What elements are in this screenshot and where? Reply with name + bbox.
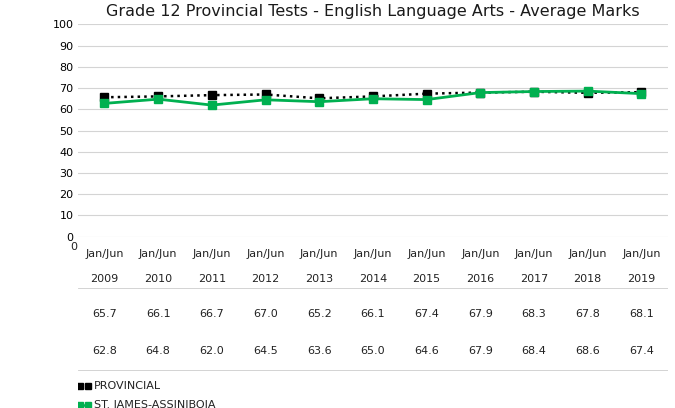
Text: 65.7: 65.7 (92, 309, 117, 319)
Text: Jan/Jun: Jan/Jun (139, 248, 178, 259)
Title: Grade 12 Provincial Tests - English Language Arts - Average Marks: Grade 12 Provincial Tests - English Lang… (106, 4, 640, 19)
Text: 68.6: 68.6 (575, 346, 600, 357)
Text: 67.4: 67.4 (629, 346, 654, 357)
Text: 65.2: 65.2 (307, 309, 331, 319)
Text: Jan/Jun: Jan/Jun (461, 248, 500, 259)
Text: Jan/Jun: Jan/Jun (354, 248, 392, 259)
Text: 68.1: 68.1 (629, 309, 654, 319)
Text: Jan/Jun: Jan/Jun (622, 248, 661, 259)
Text: Jan/Jun: Jan/Jun (568, 248, 607, 259)
Text: 0: 0 (71, 242, 78, 252)
Text: Jan/Jun: Jan/Jun (85, 248, 124, 259)
Text: 63.6: 63.6 (307, 346, 331, 357)
Text: 65.0: 65.0 (360, 346, 385, 357)
Text: 2011: 2011 (198, 274, 226, 284)
Text: 67.9: 67.9 (468, 309, 493, 319)
Text: Jan/Jun: Jan/Jun (246, 248, 285, 259)
Text: 2009: 2009 (90, 274, 119, 284)
Text: 68.4: 68.4 (522, 346, 547, 357)
Text: 67.4: 67.4 (414, 309, 439, 319)
Text: 64.8: 64.8 (146, 346, 171, 357)
Text: 2018: 2018 (574, 274, 602, 284)
Text: Jan/Jun: Jan/Jun (192, 248, 231, 259)
Text: 66.7: 66.7 (200, 309, 224, 319)
Text: 2017: 2017 (520, 274, 548, 284)
Text: 66.1: 66.1 (146, 309, 171, 319)
Text: 66.1: 66.1 (360, 309, 385, 319)
Text: Jan/Jun: Jan/Jun (300, 248, 338, 259)
Text: 64.5: 64.5 (253, 346, 278, 357)
Text: 2014: 2014 (359, 274, 387, 284)
Text: 67.8: 67.8 (575, 309, 600, 319)
Text: 2015: 2015 (412, 274, 441, 284)
Text: 2010: 2010 (144, 274, 172, 284)
Text: Jan/Jun: Jan/Jun (515, 248, 553, 259)
Text: 2012: 2012 (251, 274, 279, 284)
Text: 64.6: 64.6 (414, 346, 439, 357)
Text: 62.0: 62.0 (200, 346, 224, 357)
Text: ST. JAMES-ASSINIBOIA: ST. JAMES-ASSINIBOIA (94, 399, 215, 408)
Text: Jan/Jun: Jan/Jun (408, 248, 446, 259)
Text: 62.8: 62.8 (92, 346, 117, 357)
Text: 68.3: 68.3 (522, 309, 546, 319)
Text: 2016: 2016 (466, 274, 494, 284)
Text: PROVINCIAL: PROVINCIAL (94, 381, 161, 391)
Text: 2013: 2013 (305, 274, 333, 284)
Text: 2019: 2019 (627, 274, 655, 284)
Text: 67.0: 67.0 (253, 309, 278, 319)
Text: 67.9: 67.9 (468, 346, 493, 357)
